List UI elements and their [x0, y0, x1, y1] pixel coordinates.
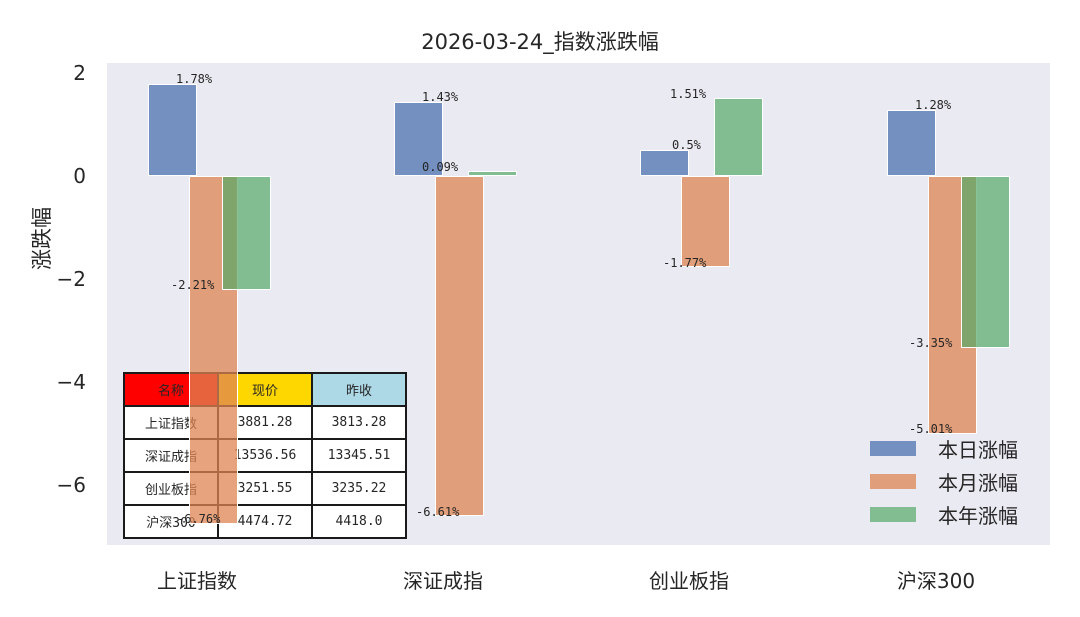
bar-label: 1.43%: [422, 90, 459, 104]
table-header-row: 名称 现价 昨收: [123, 372, 407, 407]
index-price-table: 名称 现价 昨收 上证指数 3881.28 3813.28 深证成指 13536…: [123, 372, 407, 539]
bar-label: 0.5%: [672, 138, 701, 152]
bar-label: 1.51%: [670, 87, 707, 101]
bar-label: 0.09%: [422, 160, 459, 174]
bar-label: -6.76%: [177, 512, 221, 526]
table-cell: 3813.28: [311, 405, 407, 440]
bar-label: 1.78%: [176, 72, 213, 86]
bar-monthly-shenzhen: [435, 176, 484, 516]
table-header-prev-close: 昨收: [311, 372, 407, 407]
legend-label: 本月涨幅: [938, 471, 1018, 495]
table-row: 沪深300 4474.72 4418.0: [123, 504, 407, 539]
bar-label: -3.35%: [909, 336, 953, 350]
legend-swatch-green: [870, 507, 916, 522]
bar-yearly-shenzhen: [468, 171, 517, 176]
y-tick: −2: [56, 267, 86, 291]
chart-title: 2026-03-24_指数涨跌幅: [421, 30, 659, 54]
legend-swatch-orange: [870, 474, 916, 489]
y-tick: 2: [73, 61, 86, 85]
bar-label: 1.28%: [915, 98, 952, 112]
table-row: 创业板指 3251.55 3235.22: [123, 471, 407, 506]
legend-label: 本年涨幅: [938, 504, 1018, 528]
table-cell: 3235.22: [311, 471, 407, 506]
bar-daily-shanghai: [148, 84, 197, 176]
table-cell: 13345.51: [311, 438, 407, 473]
x-tick: 创业板指: [649, 569, 729, 593]
bar-monthly-chinext: [681, 176, 730, 267]
legend-label: 本日涨幅: [938, 438, 1018, 462]
x-tick: 深证成指: [403, 569, 483, 593]
y-tick: −4: [56, 370, 86, 394]
legend-item-daily: 本日涨幅: [870, 432, 1018, 465]
bar-label: -1.77%: [663, 256, 707, 270]
table-row: 深证成指 13536.56 13345.51: [123, 438, 407, 473]
bar-daily-chinext: [640, 150, 689, 176]
bar-daily-shenzhen: [394, 102, 443, 176]
bar-yearly-chinext: [714, 98, 763, 176]
y-axis-label: 涨跌幅: [30, 207, 54, 270]
x-tick: 沪深300: [896, 569, 976, 593]
y-tick: 0: [73, 164, 86, 188]
x-tick: 上证指数: [157, 569, 237, 593]
table-cell: 4418.0: [311, 504, 407, 539]
y-tick: −6: [56, 473, 86, 497]
legend-item-yearly: 本年涨幅: [870, 498, 1018, 531]
bar-label: -5.01%: [909, 422, 953, 436]
legend-item-monthly: 本月涨幅: [870, 465, 1018, 498]
bar-label: -6.61%: [416, 505, 460, 519]
bar-yearly-csi300: [961, 176, 1010, 348]
table-row: 上证指数 3881.28 3813.28: [123, 405, 407, 440]
bar-yearly-shanghai: [222, 176, 271, 290]
legend-swatch-blue: [870, 441, 916, 456]
bar-daily-csi300: [887, 110, 936, 176]
bar-label: -2.21%: [171, 278, 215, 292]
legend: 本日涨幅 本月涨幅 本年涨幅: [870, 432, 1018, 531]
